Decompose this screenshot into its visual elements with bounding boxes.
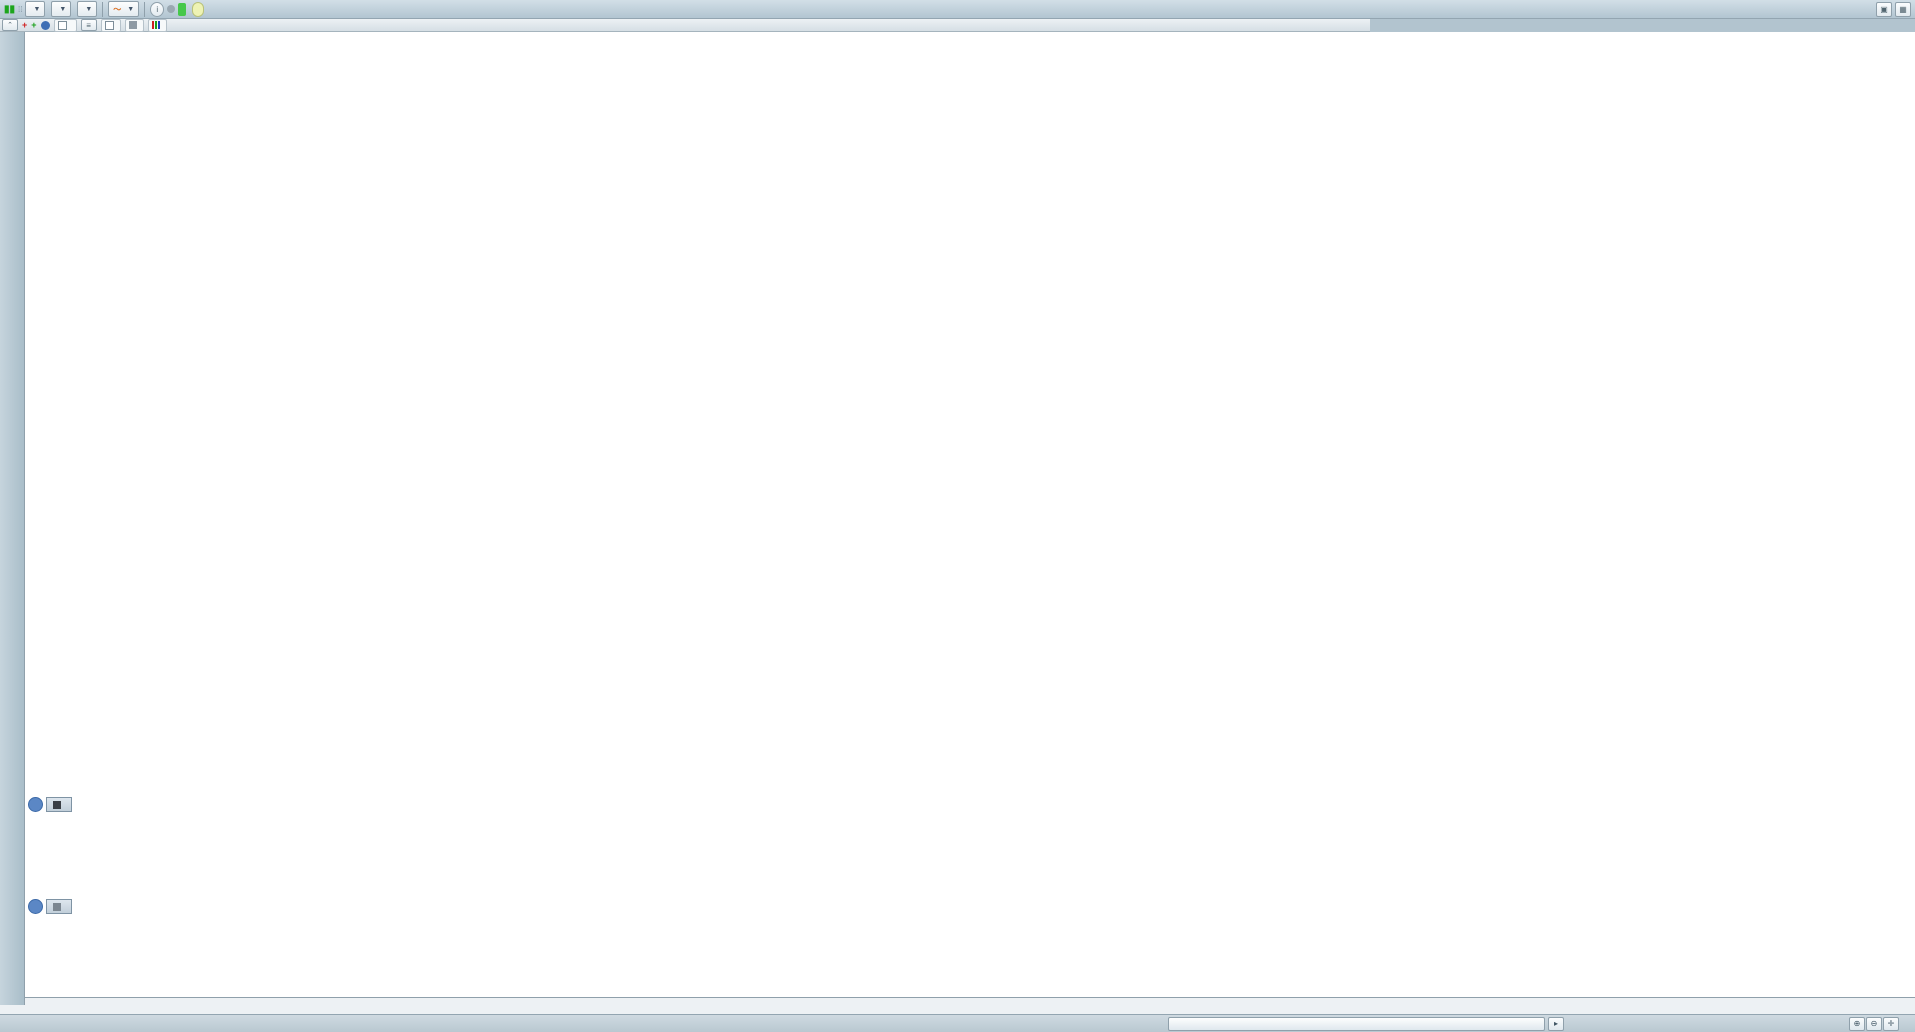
indicator-curve-icon: 〜 (113, 4, 122, 14)
control-indicator-chip[interactable] (147, 18, 167, 32)
scroll-right-icon[interactable]: ▸ (1548, 1017, 1564, 1031)
close-icon[interactable] (28, 797, 43, 812)
horizontal-scrollbar[interactable]: ▸ ⊕ ⊖ ✛ (0, 1014, 1915, 1032)
panel2-header (28, 899, 72, 914)
price-settings-bar: ⌃ + + ≡ (0, 18, 1370, 32)
workspace-icon[interactable]: ▦ (1895, 1, 1911, 17)
settings-icon[interactable] (40, 20, 50, 30)
precio-checkbox[interactable] (57, 20, 67, 30)
grip-icon: ⁞⁞ (18, 4, 23, 14)
scrollbar-thumb[interactable] (1168, 1017, 1545, 1031)
time-axis (0, 997, 1915, 1015)
separator (144, 1, 146, 17)
main-toolbar: ▮▮ ⁞⁞ ▼ ▼ ▼ 〜 ▼ i ▣ ▦ (0, 0, 1915, 19)
units-select[interactable]: ▼ (77, 1, 98, 17)
pan-icon[interactable]: ✛ (1883, 1017, 1899, 1031)
close-icon[interactable] (28, 899, 43, 914)
chart-type-icon[interactable]: ▮▮ (4, 3, 16, 15)
change-badge (178, 2, 187, 16)
cierre-toggle[interactable] (100, 18, 121, 32)
zoom-out-icon[interactable]: ⊖ (1866, 1017, 1882, 1031)
swatch-icon (128, 21, 137, 29)
tunel-indicator-chip[interactable] (124, 18, 144, 32)
status-dot-icon (167, 5, 176, 13)
cierre-checkbox[interactable] (104, 20, 114, 30)
add-red-icon[interactable]: + (22, 20, 28, 30)
panel1-header (28, 797, 72, 812)
drawing-tools-sidebar (0, 32, 25, 1005)
info-icon[interactable]: i (150, 1, 165, 17)
bars-icon (151, 21, 160, 29)
collapse-icon[interactable]: ⌃ (2, 19, 18, 31)
chart-canvas[interactable] (24, 32, 1915, 1031)
symbol-select[interactable]: ▼ (25, 1, 46, 17)
list-icon[interactable]: ≡ (80, 19, 97, 31)
indicator-swatch-icon (53, 902, 61, 911)
zoom-in-icon[interactable]: ⊕ (1849, 1017, 1865, 1031)
precio-toggle[interactable] (53, 18, 77, 32)
indicator-swatch-icon (53, 800, 61, 809)
instrument-badge[interactable] (192, 1, 205, 17)
camera-icon[interactable]: ▣ (1876, 1, 1892, 17)
add-green-icon[interactable]: + (31, 20, 37, 30)
separator (102, 1, 104, 17)
indicators-button[interactable]: 〜 ▼ (108, 1, 140, 17)
period-select[interactable]: ▼ (51, 1, 72, 17)
